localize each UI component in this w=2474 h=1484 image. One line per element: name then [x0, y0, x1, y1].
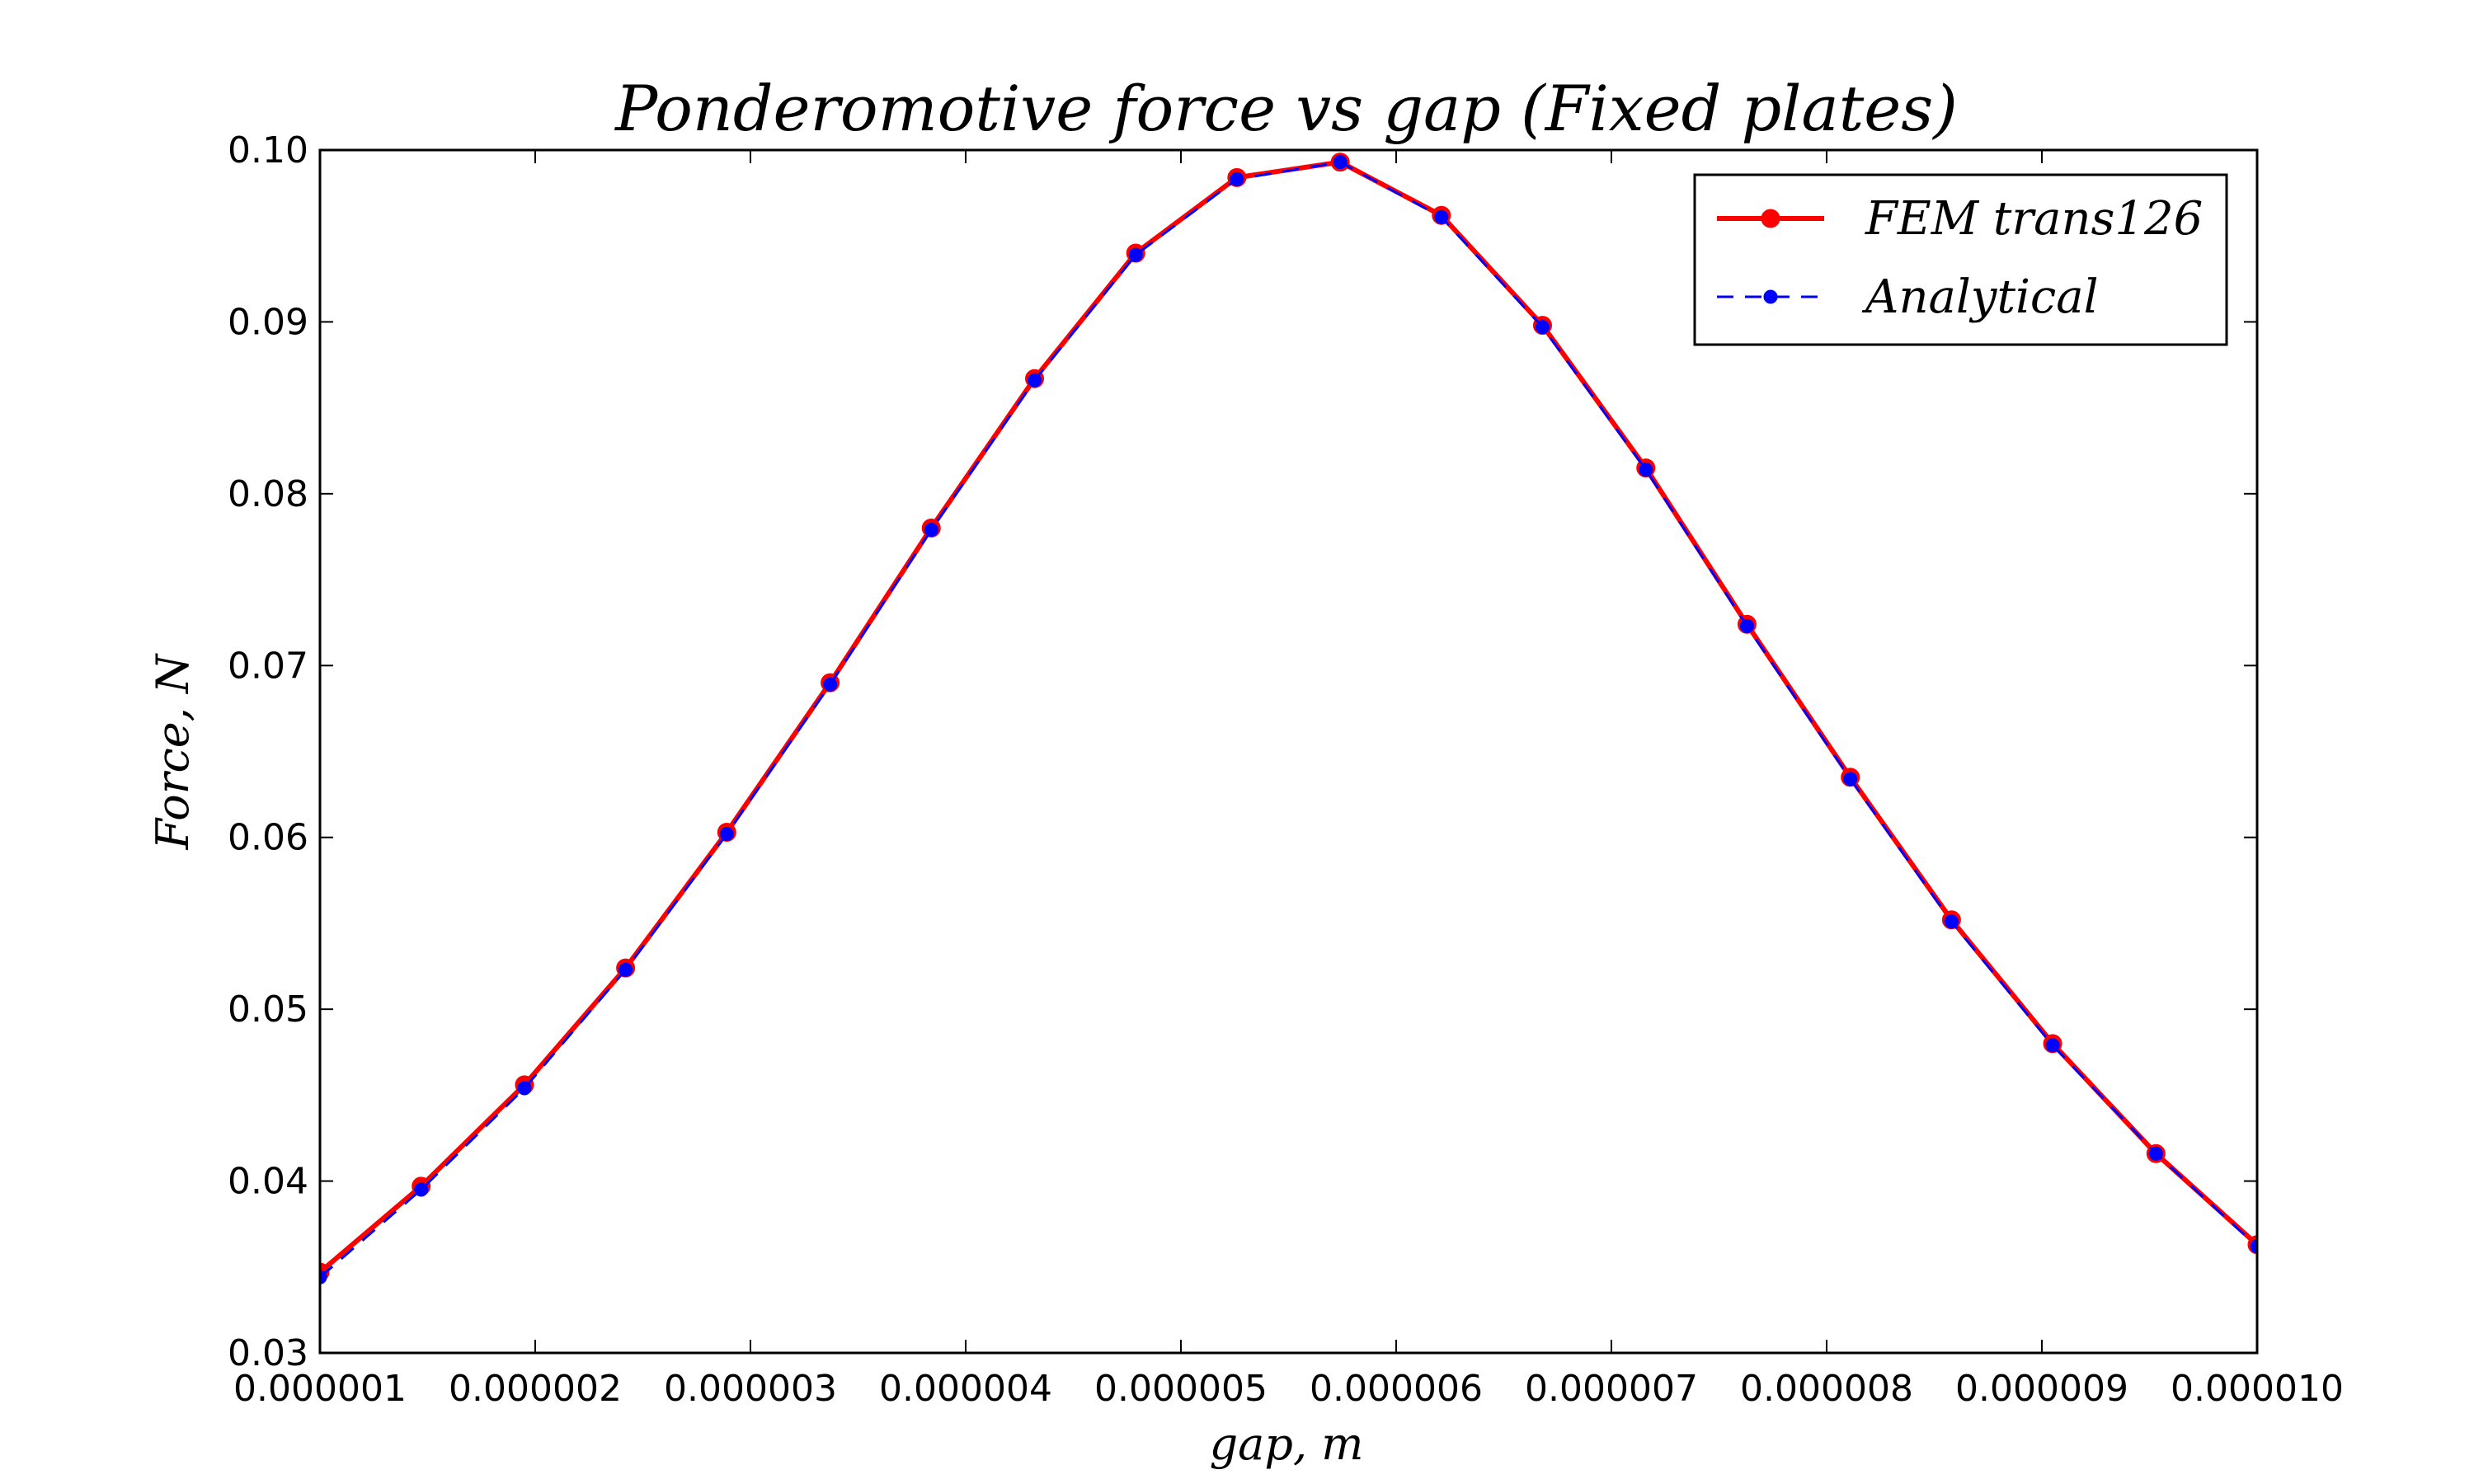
x-tick-label: 0.000008	[1740, 1368, 1913, 1410]
data-point	[719, 827, 734, 842]
data-point	[2148, 1146, 2163, 1161]
data-point	[1128, 247, 1143, 262]
data-point	[2250, 1239, 2257, 1254]
legend-label-analytical: Analytical	[1861, 270, 2099, 324]
series-analytical	[320, 155, 2257, 1284]
y-tick-label: 0.09	[228, 301, 308, 343]
series-line	[320, 161, 2257, 1279]
chart-title: Ponderomotive force vs gap (Fixed plates…	[614, 72, 1958, 145]
data-point	[2045, 1038, 2060, 1053]
data-point	[1230, 171, 1244, 186]
data-point	[320, 1270, 327, 1284]
y-tick-label: 0.05	[228, 989, 308, 1031]
legend-box	[1693, 173, 2228, 346]
data-point	[1028, 373, 1042, 387]
data-point	[1434, 209, 1449, 224]
x-tick-label: 0.000004	[879, 1368, 1052, 1410]
x-tick-label: 0.000009	[1955, 1368, 2128, 1410]
data-point	[517, 1081, 532, 1096]
data-point	[1843, 772, 1858, 787]
x-tick-label: 0.000002	[449, 1368, 622, 1410]
y-tick-label: 0.07	[228, 645, 308, 687]
data-point	[924, 523, 938, 538]
data-point	[618, 962, 633, 977]
data-point	[414, 1182, 429, 1197]
x-tick-label: 0.000006	[1310, 1368, 1483, 1410]
data-point	[823, 677, 838, 692]
legend-marker-fem	[1761, 209, 1780, 228]
x-tick-label: 0.000010	[2171, 1368, 2344, 1410]
data-point	[1333, 155, 1348, 170]
y-tick-label: 0.08	[228, 473, 308, 515]
data-point	[1639, 463, 1653, 477]
y-tick-label: 0.06	[228, 817, 308, 859]
legend-label-fem: FEM trans126	[1865, 192, 2203, 246]
y-tick-label: 0.04	[228, 1161, 308, 1203]
y-tick-label: 0.10	[228, 129, 308, 171]
y-axis-label: Force, N	[147, 653, 199, 850]
data-point	[1944, 914, 1959, 929]
plot-frame	[318, 148, 2259, 1355]
plot-area	[320, 153, 2257, 1284]
x-axis-label: gap, m	[1210, 1418, 1364, 1470]
x-tick-label: 0.000005	[1094, 1368, 1268, 1410]
x-tick-label: 0.000003	[664, 1368, 837, 1410]
data-point	[1739, 618, 1754, 633]
axis-ticks: 0.000001 0.000002 0.000003 0.000004 0.000005…	[228, 129, 2344, 1410]
x-tick-label: 0.000007	[1525, 1368, 1698, 1410]
y-tick-label: 0.03	[228, 1332, 308, 1374]
x-tick-label: 0.000001	[233, 1368, 407, 1410]
data-point	[1535, 320, 1550, 335]
legend-marker-analytical	[1763, 289, 1778, 304]
legend: FEM trans126 Analytical	[1693, 173, 2228, 346]
